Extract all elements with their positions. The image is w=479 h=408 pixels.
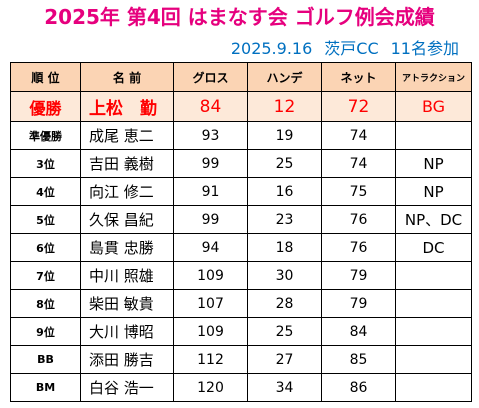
gross-cell: 99 <box>173 205 248 234</box>
name-cell: 向江 修二 <box>80 177 174 206</box>
gross-cell: 84 <box>173 91 248 122</box>
net-cell: 76 <box>321 205 396 234</box>
rank-cell: 準優勝 <box>10 121 81 150</box>
table-row: 準優勝 成尾 恵二 93 19 74 <box>10 121 472 150</box>
rank-cell: BB <box>10 345 81 374</box>
event-participants: 11名参加 <box>390 39 459 58</box>
handicap-cell: 16 <box>247 177 322 206</box>
page-title: 2025年 第4回 はまなす会 ゴルフ例会成績 <box>44 5 435 29</box>
net-cell: 85 <box>321 345 396 374</box>
name-cell: 久保 昌紀 <box>80 205 174 234</box>
table-row: 8位 柴田 敏貴 107 28 79 <box>10 289 472 318</box>
rank-cell: 3位 <box>10 149 81 178</box>
net-cell: 84 <box>321 317 396 346</box>
attraction-cell <box>395 317 472 346</box>
net-cell: 74 <box>321 121 396 150</box>
name-cell: 柴田 敏貴 <box>80 289 174 318</box>
table-row-winner: 優勝 上松 勤 84 12 72 BG <box>10 91 472 122</box>
attraction-cell <box>395 289 472 318</box>
name-cell: 成尾 恵二 <box>80 121 174 150</box>
gross-cell: 93 <box>173 121 248 150</box>
event-course: 茨戸CC <box>324 39 379 58</box>
attraction-cell: BG <box>395 91 472 122</box>
net-cell: 76 <box>321 233 396 262</box>
rank-cell: 9位 <box>10 317 81 346</box>
table-row: 3位 吉田 義樹 99 25 74 NP <box>10 149 472 178</box>
attraction-cell <box>395 261 472 290</box>
attraction-cell <box>395 345 472 374</box>
rank-cell: BM <box>10 373 81 402</box>
table-row: BB 添田 勝吉 112 27 85 <box>10 345 472 374</box>
handicap-cell: 34 <box>247 373 322 402</box>
handicap-cell: 18 <box>247 233 322 262</box>
header-net: ネット <box>321 62 396 92</box>
handicap-cell: 23 <box>247 205 322 234</box>
rank-cell: 4位 <box>10 177 81 206</box>
gross-cell: 112 <box>173 345 248 374</box>
name-cell: 添田 勝吉 <box>80 345 174 374</box>
table-row: 7位 中川 照雄 109 30 79 <box>10 261 472 290</box>
net-cell: 72 <box>321 91 396 122</box>
name-cell: 中川 照雄 <box>80 261 174 290</box>
handicap-cell: 27 <box>247 345 322 374</box>
gross-cell: 94 <box>173 233 248 262</box>
net-cell: 75 <box>321 177 396 206</box>
event-info: 2025.9.16 茨戸CC 11名参加 <box>231 38 459 60</box>
gross-cell: 109 <box>173 317 248 346</box>
header-rank: 順 位 <box>10 62 81 92</box>
header-attraction: アトラクション <box>395 62 472 92</box>
gross-cell: 91 <box>173 177 248 206</box>
table-row: 5位 久保 昌紀 99 23 76 NP、DC <box>10 205 472 234</box>
table-row: 9位 大川 博昭 109 25 84 <box>10 317 472 346</box>
header-name: 名 前 <box>80 62 174 92</box>
name-cell: 吉田 義樹 <box>80 149 174 178</box>
handicap-cell: 25 <box>247 149 322 178</box>
attraction-cell: NP <box>395 177 472 206</box>
rank-cell: 8位 <box>10 289 81 318</box>
gross-cell: 107 <box>173 289 248 318</box>
rank-cell: 6位 <box>10 233 81 262</box>
gross-cell: 120 <box>173 373 248 402</box>
rank-cell: 7位 <box>10 261 81 290</box>
name-cell: 大川 博昭 <box>80 317 174 346</box>
rank-cell: 優勝 <box>10 91 81 122</box>
rank-cell: 5位 <box>10 205 81 234</box>
table-header-row: 順 位 名 前 グロス ハンデ ネット アトラクション <box>10 62 472 92</box>
name-cell: 白谷 浩一 <box>80 373 174 402</box>
header-handicap: ハンデ <box>247 62 322 92</box>
name-cell: 上松 勤 <box>80 91 174 122</box>
handicap-cell: 12 <box>247 91 322 122</box>
net-cell: 74 <box>321 149 396 178</box>
net-cell: 79 <box>321 261 396 290</box>
net-cell: 86 <box>321 373 396 402</box>
table-row: BM 白谷 浩一 120 34 86 <box>10 373 472 402</box>
event-date: 2025.9.16 <box>230 39 313 58</box>
handicap-cell: 19 <box>247 121 322 150</box>
results-table: 順 位 名 前 グロス ハンデ ネット アトラクション 優勝 上松 勤 84 1… <box>10 62 472 402</box>
attraction-cell: DC <box>395 233 472 262</box>
attraction-cell: NP <box>395 149 472 178</box>
handicap-cell: 28 <box>247 289 322 318</box>
gross-cell: 99 <box>173 149 248 178</box>
name-cell: 島貫 忠勝 <box>80 233 174 262</box>
table-row: 4位 向江 修二 91 16 75 NP <box>10 177 472 206</box>
header-gross: グロス <box>173 62 248 92</box>
table-row: 6位 島貫 忠勝 94 18 76 DC <box>10 233 472 262</box>
attraction-cell <box>395 121 472 150</box>
handicap-cell: 30 <box>247 261 322 290</box>
attraction-cell <box>395 373 472 402</box>
handicap-cell: 25 <box>247 317 322 346</box>
gross-cell: 109 <box>173 261 248 290</box>
attraction-cell: NP、DC <box>395 205 472 234</box>
net-cell: 79 <box>321 289 396 318</box>
